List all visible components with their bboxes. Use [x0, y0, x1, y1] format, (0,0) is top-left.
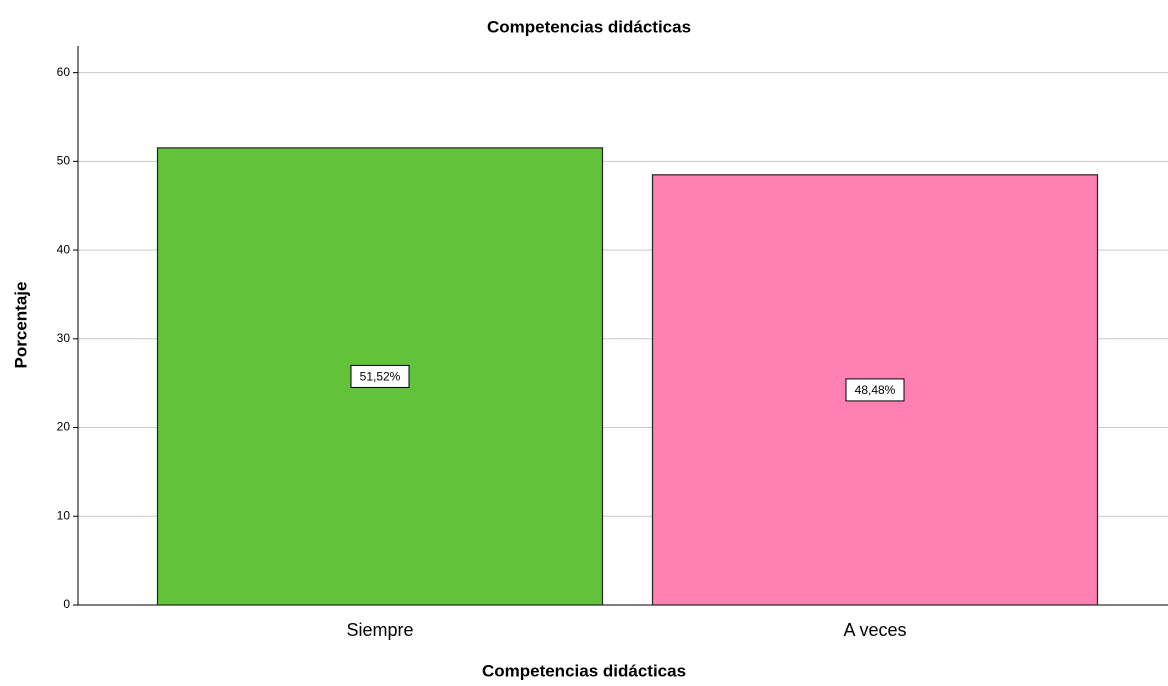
y-tick-label: 50	[57, 154, 71, 168]
chart-title: Competencias didácticas	[487, 17, 691, 36]
x-tick-label: A veces	[843, 620, 906, 640]
y-tick-label: 30	[57, 331, 71, 345]
y-tick-label: 10	[57, 508, 71, 522]
y-tick-label: 40	[57, 242, 71, 256]
y-tick-label: 60	[57, 65, 71, 79]
x-axis-label: Competencias didácticas	[482, 661, 686, 680]
data-label: 51,52%	[360, 370, 401, 384]
y-axis-label: Porcentaje	[11, 282, 30, 369]
x-tick-label: Siempre	[346, 620, 413, 640]
y-tick-label: 0	[63, 597, 70, 611]
data-label-box	[350, 364, 410, 388]
data-label-box	[845, 378, 905, 402]
y-tick-label: 20	[57, 420, 71, 434]
data-label: 48,48%	[855, 383, 896, 397]
